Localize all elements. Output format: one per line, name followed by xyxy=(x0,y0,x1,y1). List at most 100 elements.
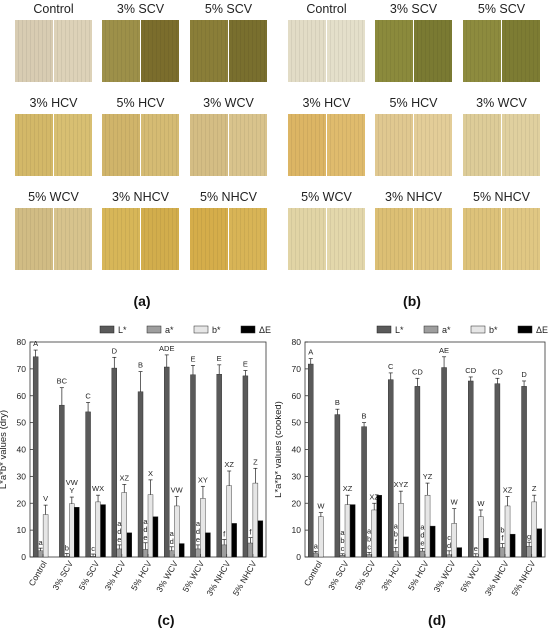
y-tick-label: 80 xyxy=(17,337,27,347)
legend-label-1: a* xyxy=(442,325,451,335)
bar-b-0 xyxy=(42,514,49,558)
dry-photo-label: 3% SCV xyxy=(116,2,165,16)
bar-a-2 xyxy=(366,554,372,558)
significance-letter: E xyxy=(190,354,195,363)
y-tick-label: 0 xyxy=(21,552,26,562)
significance-letter: a xyxy=(340,528,345,537)
noodle-sheet-right xyxy=(414,114,452,176)
cooked-photo-label: Control xyxy=(306,2,347,16)
dry-photo-label: Control xyxy=(33,2,74,16)
y-axis-label: L*a*b* values (dry) xyxy=(0,410,9,489)
legend-label-3: ΔE xyxy=(259,325,271,335)
cooked-noodle-photo xyxy=(375,20,452,82)
x-tick-label: 3% HCV xyxy=(103,559,128,593)
x-tick-label: 3% SCV xyxy=(326,559,351,592)
significance-letter: C xyxy=(85,391,91,400)
noodle-sheet-left xyxy=(190,208,228,270)
bar-a-1 xyxy=(64,555,70,558)
bar-a-4 xyxy=(419,550,426,558)
bar-E-8 xyxy=(257,520,264,558)
x-tick-label: 5% WCV xyxy=(458,559,484,594)
dry-noodle-photo xyxy=(102,20,179,82)
legend-label-2: b* xyxy=(212,325,221,335)
bar-a-5 xyxy=(446,554,452,558)
significance-letter: V xyxy=(43,494,48,503)
bar-E-3 xyxy=(403,536,409,558)
bar-b-1 xyxy=(344,504,351,558)
x-tick-label: 5% NHCV xyxy=(231,559,259,598)
significance-letter: X xyxy=(148,469,153,478)
cooked-noodle-photo xyxy=(463,114,540,176)
noodle-sheet-right xyxy=(229,208,267,270)
bar-E-5 xyxy=(456,547,463,558)
bar-L-1 xyxy=(59,404,65,558)
significance-letter: Z xyxy=(532,484,537,493)
x-tick-label: 5% SCV xyxy=(353,559,378,592)
bar-E-3 xyxy=(126,532,132,558)
significance-letter: Y xyxy=(69,486,74,495)
bar-a-7 xyxy=(221,544,227,558)
legend-swatch-2 xyxy=(470,325,486,334)
bar-a-3 xyxy=(116,548,122,558)
bar-E-1 xyxy=(349,504,356,558)
legend-swatch-2 xyxy=(193,325,209,334)
bar-L-5 xyxy=(164,366,170,558)
noodle-sheet-right xyxy=(229,114,267,176)
legend-label-0: L* xyxy=(118,325,127,335)
noodle-sheet-right xyxy=(414,20,452,82)
legend-swatch-3 xyxy=(517,325,533,334)
cooked-photo-label: 3% WCV xyxy=(476,96,527,110)
panel-label-a: (a) xyxy=(133,293,151,309)
bar-a-6 xyxy=(473,556,479,558)
cooked-photo-label: 5% SCV xyxy=(477,2,526,16)
legend-swatch-1 xyxy=(423,325,439,334)
significance-letter: ADE xyxy=(159,344,174,353)
noodle-sheet-right xyxy=(141,114,179,176)
significance-letter: c xyxy=(447,533,451,542)
y-tick-label: 30 xyxy=(17,471,27,481)
bar-a-1 xyxy=(339,555,346,558)
bar-a-0 xyxy=(37,550,44,558)
noodle-sheet-left xyxy=(190,20,228,82)
noodle-sheet-left xyxy=(288,114,326,176)
y-tick-label: 60 xyxy=(292,391,302,401)
significance-letter: VW xyxy=(171,486,184,495)
y-tick-label: 80 xyxy=(292,337,302,347)
significance-letter: E xyxy=(243,359,248,368)
cooked-noodle-photo xyxy=(375,208,452,270)
bar-L-4 xyxy=(137,391,144,558)
dry-noodle-photo xyxy=(15,20,92,82)
significance-letter: a xyxy=(170,529,175,538)
cooked-photo-label: 5% HCV xyxy=(389,96,438,110)
noodle-sheet-left xyxy=(15,208,53,270)
y-tick-label: 10 xyxy=(17,525,27,535)
significance-letter: b xyxy=(394,530,398,539)
significance-letter: VW xyxy=(66,478,79,487)
bar-E-8 xyxy=(536,528,543,558)
x-tick-label: 5% HCV xyxy=(406,559,431,593)
bar-b-7 xyxy=(504,505,511,558)
noodle-sheet-left xyxy=(375,114,413,176)
y-axis-label: L*a*b* values (cooked) xyxy=(275,401,284,498)
noodle-sheet-right xyxy=(54,114,92,176)
bar-L-6 xyxy=(190,374,196,558)
legend-label-3: ΔE xyxy=(536,325,548,335)
significance-letter: d xyxy=(143,525,147,534)
noodle-sheet-right xyxy=(327,208,365,270)
significance-letter: d xyxy=(420,530,424,539)
bar-L-8 xyxy=(242,375,249,558)
significance-letter: b xyxy=(65,544,69,553)
bar-L-1 xyxy=(334,414,341,558)
significance-letter: c xyxy=(91,544,95,553)
significance-letter: Z xyxy=(253,457,258,466)
legend-label-1: a* xyxy=(165,325,174,335)
bar-E-2 xyxy=(100,504,106,558)
bar-L-8 xyxy=(521,386,527,558)
bar-b-8 xyxy=(531,501,537,558)
y-tick-label: 0 xyxy=(296,552,301,562)
significance-letter: C xyxy=(388,362,394,371)
significance-letter: a xyxy=(143,517,148,526)
bar-L-0 xyxy=(308,363,314,558)
significance-letter: d xyxy=(447,541,451,550)
